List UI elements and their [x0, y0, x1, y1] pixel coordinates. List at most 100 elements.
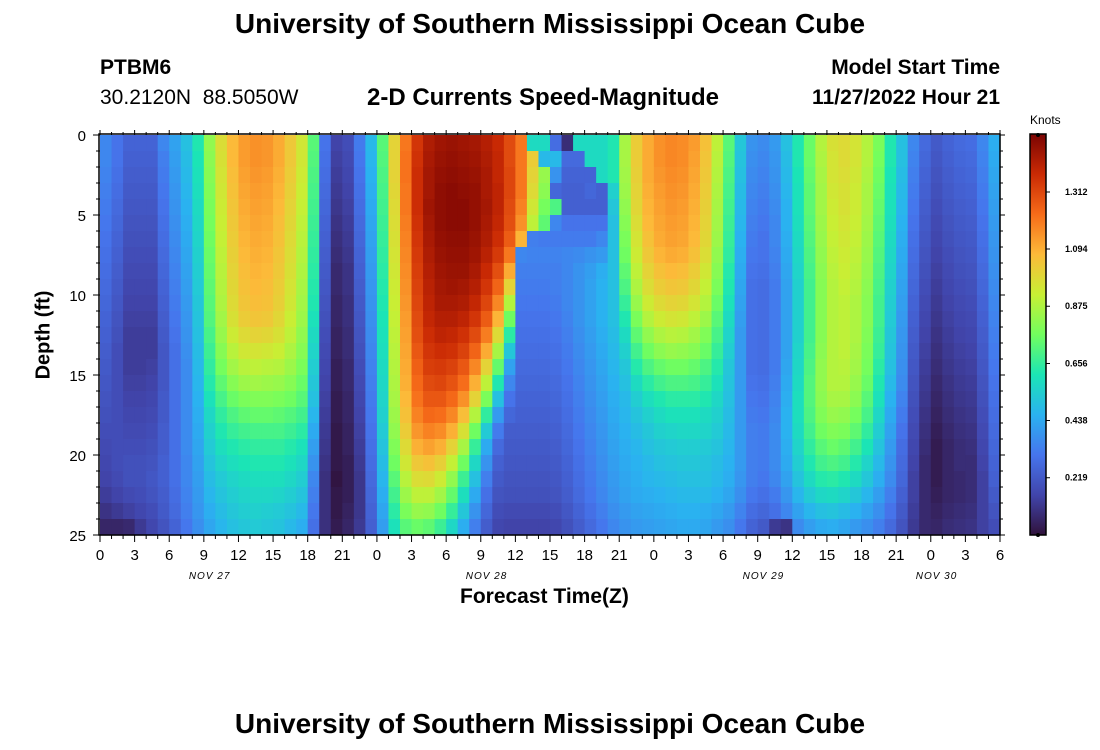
heatmap-cell: [711, 391, 724, 408]
heatmap-cell: [930, 183, 943, 200]
heatmap-cell: [780, 199, 793, 216]
heatmap-cell: [538, 295, 551, 312]
heatmap-cell: [330, 263, 343, 280]
heatmap-cell: [111, 311, 124, 328]
heatmap-cell: [492, 519, 505, 536]
heatmap-cell: [134, 503, 147, 520]
heatmap-cell: [215, 439, 228, 456]
heatmap-cell: [492, 359, 505, 376]
heatmap-cell: [688, 391, 701, 408]
heatmap-cell: [515, 471, 528, 488]
heatmap-cell: [642, 279, 655, 296]
heatmap-cell: [492, 263, 505, 280]
heatmap-cell: [261, 503, 274, 520]
heatmap-cell: [157, 375, 170, 392]
heatmap-cell: [953, 487, 966, 504]
heatmap-chart: 0 3 6 9 12 15 18 21 0 3 6 9 12 15 18 21 0 3 6 9 12 15 18 21 0 3 6 …: [69, 128, 1087, 582]
heatmap-cell: [769, 199, 782, 216]
heatmap-cell: [688, 295, 701, 312]
heatmap-cell: [826, 455, 840, 472]
heatmap-cell: [376, 263, 390, 280]
heatmap-cell: [723, 135, 736, 152]
heatmap-cell: [192, 199, 205, 216]
heatmap-cell: [503, 471, 516, 488]
heatmap-cell: [203, 151, 216, 168]
heatmap-cell: [746, 439, 759, 456]
heatmap-cell: [446, 343, 459, 360]
heatmap-cell: [734, 247, 747, 264]
heatmap-cell: [180, 391, 193, 408]
heatmap-cell: [769, 471, 782, 488]
heatmap-cell: [342, 151, 355, 168]
heatmap-cell: [942, 407, 955, 424]
heatmap-cell: [203, 519, 216, 536]
heatmap-cell: [953, 375, 966, 392]
heatmap-cell: [942, 263, 955, 280]
heatmap-cell: [538, 423, 551, 440]
heatmap-cell: [353, 135, 366, 152]
heatmap-cell: [642, 519, 655, 536]
heatmap-cell: [319, 375, 332, 392]
heatmap-cell: [100, 311, 113, 328]
heatmap-cell: [896, 279, 909, 296]
heatmap-cell: [388, 151, 401, 168]
heatmap-cell: [284, 263, 297, 280]
heatmap-cell: [388, 135, 401, 152]
heatmap-cell: [273, 471, 286, 488]
heatmap-cell: [653, 199, 666, 216]
heatmap-cell: [134, 519, 147, 536]
heatmap-cell: [203, 135, 216, 152]
heatmap-cell: [526, 183, 540, 200]
heatmap-cell: [330, 295, 343, 312]
heatmap-cell: [688, 199, 701, 216]
heatmap-cell: [826, 375, 840, 392]
heatmap-cell: [850, 503, 863, 520]
heatmap-cell: [942, 359, 955, 376]
heatmap-cell: [342, 231, 355, 248]
heatmap-cell: [596, 311, 609, 328]
heatmap-cell: [769, 343, 782, 360]
heatmap-cell: [734, 391, 747, 408]
heatmap-cell: [388, 279, 401, 296]
heatmap-cell: [111, 295, 124, 312]
heatmap-cell: [723, 311, 736, 328]
heatmap-cell: [169, 391, 182, 408]
heatmap-cell: [423, 311, 436, 328]
heatmap-cell: [215, 247, 228, 264]
chart-title: University of Southern Mississippi Ocean…: [234, 8, 866, 39]
heatmap-cell: [446, 519, 459, 536]
heatmap-cell: [965, 263, 978, 280]
heatmap-cell: [838, 439, 851, 456]
heatmap-cell: [676, 167, 690, 184]
heatmap-cell: [653, 279, 666, 296]
heatmap-cell: [665, 423, 678, 440]
heatmap-cell: [515, 375, 528, 392]
heatmap-cell: [861, 135, 874, 152]
heatmap-cell: [780, 263, 793, 280]
heatmap-cell: [803, 487, 816, 504]
heatmap-cell: [400, 183, 413, 200]
heatmap-cell: [353, 295, 366, 312]
heatmap-cell: [123, 423, 136, 440]
heatmap-cell: [619, 151, 632, 168]
heatmap-cell: [607, 231, 620, 248]
heatmap-cell: [723, 215, 736, 232]
heatmap-cell: [480, 439, 493, 456]
heatmap-cell: [723, 167, 736, 184]
heatmap-cell: [480, 327, 493, 344]
heatmap-cell: [988, 519, 1001, 536]
heatmap-cell: [746, 327, 759, 344]
x-tick-label: 6: [996, 547, 1004, 564]
colorbar-end-marker: [1036, 133, 1040, 137]
heatmap-cell: [653, 215, 666, 232]
heatmap-cell: [700, 167, 713, 184]
heatmap-cell: [965, 343, 978, 360]
heatmap-cell: [273, 503, 286, 520]
heatmap-cell: [676, 407, 690, 424]
heatmap-cell: [273, 327, 286, 344]
heatmap-cell: [676, 231, 690, 248]
heatmap-cell: [619, 423, 632, 440]
heatmap-cell: [930, 407, 943, 424]
heatmap-cell: [100, 407, 113, 424]
heatmap-cell: [838, 215, 851, 232]
